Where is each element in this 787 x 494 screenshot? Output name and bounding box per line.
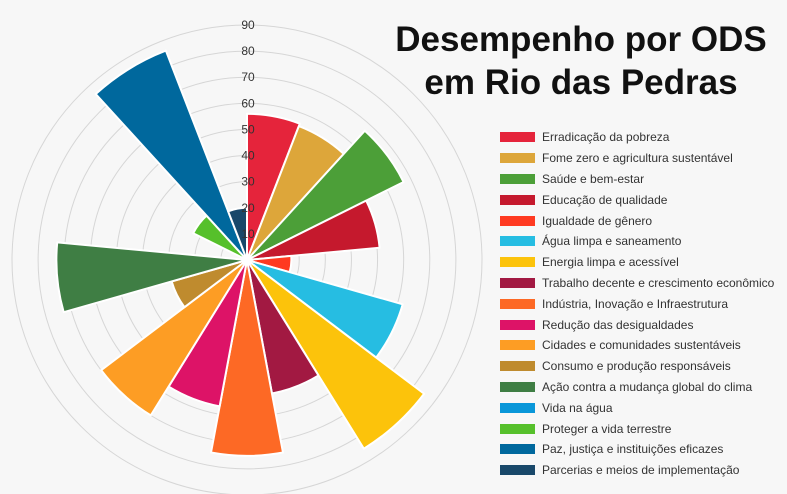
wedge-17[interactable] — [227, 206, 248, 261]
wedge-16[interactable] — [94, 49, 248, 261]
chart-title-line-1: Desempenho por ODS — [395, 20, 767, 59]
grid-ring-90 — [11, 24, 483, 494]
legend-swatch — [500, 215, 535, 226]
chart-title-line-2: em Rio das Pedras — [424, 63, 738, 102]
legend-item[interactable]: Parcerias e meios de implementação — [500, 460, 785, 481]
legend-item[interactable]: Redução das desigualdades — [500, 314, 785, 335]
legend-label: Fome zero e agricultura sustentável — [542, 151, 733, 166]
legend-item[interactable]: Vida na água — [500, 397, 785, 418]
legend-swatch — [500, 298, 535, 309]
legend-item[interactable]: Indústria, Inovação e Infraestrutura — [500, 293, 785, 314]
grid-ring-80 — [37, 50, 457, 470]
legend-swatch — [500, 319, 535, 330]
legend-item[interactable]: Cidades e comunidades sustentáveis — [500, 335, 785, 356]
legend-swatch — [500, 153, 535, 164]
legend-swatch — [500, 173, 535, 184]
legend-item[interactable]: Energia limpa e acessível — [500, 252, 785, 273]
legend-swatch — [500, 361, 535, 372]
legend-label: Educação de qualidade — [542, 192, 668, 207]
legend-item[interactable]: Saúde e bem-estar — [500, 169, 785, 190]
legend-label: Parcerias e meios de implementação — [542, 463, 740, 478]
legend-label: Consumo e produção responsáveis — [542, 359, 731, 374]
radial-tick-label: 10 — [241, 227, 255, 241]
radial-tick-label: 20 — [241, 201, 255, 215]
legend-item[interactable]: Igualdade de gênero — [500, 210, 785, 231]
wedge-11[interactable] — [100, 259, 248, 417]
legend-swatch — [500, 132, 535, 143]
legend-swatch — [500, 381, 535, 392]
wedge-7[interactable] — [246, 259, 426, 450]
legend-swatch — [500, 194, 535, 205]
radial-tick-label: 50 — [241, 122, 255, 136]
radial-tick-label: 80 — [241, 44, 255, 58]
legend-item[interactable]: Água limpa e saneamento — [500, 231, 785, 252]
legend-item[interactable]: Paz, justiça e instituições eficazes — [500, 439, 785, 460]
legend-swatch — [500, 444, 535, 455]
legend-label: Saúde e bem-estar — [542, 171, 645, 186]
legend-label: Trabalho decente e crescimento econômico — [542, 275, 775, 290]
legend-item[interactable]: Ação contra a mudança global do clima — [500, 377, 785, 398]
legend-swatch — [500, 465, 535, 476]
legend-label: Indústria, Inovação e Infraestrutura — [542, 296, 729, 311]
chart-legend: Erradicação da pobreza Fome zero e agricu… — [500, 127, 785, 481]
legend-label: Igualdade de gênero — [542, 213, 653, 228]
wedge-3[interactable] — [246, 129, 405, 261]
legend-item[interactable]: Educação de qualidade — [500, 189, 785, 210]
legend-label: Paz, justiça e instituições eficazes — [542, 442, 724, 457]
radial-tick-label: 40 — [241, 149, 255, 163]
radial-tick-label: 30 — [241, 175, 255, 189]
legend-label: Ação contra a mudança global do clima — [542, 379, 753, 394]
legend-swatch — [500, 402, 535, 413]
legend-item[interactable]: Fome zero e agricultura sustentável — [500, 148, 785, 169]
chart-title: Desempenho por ODS em Rio das Pedras — [385, 18, 777, 104]
wedge-4[interactable] — [246, 199, 381, 261]
legend-item[interactable]: Consumo e produção responsáveis — [500, 356, 785, 377]
radial-tick-label: 70 — [241, 70, 255, 84]
legend-swatch — [500, 277, 535, 288]
legend-swatch — [500, 423, 535, 434]
legend-swatch — [500, 340, 535, 351]
legend-label: Água limpa e saneamento — [542, 234, 682, 249]
legend-label: Erradicação da pobreza — [542, 130, 670, 145]
radial-tick-label: 90 — [241, 18, 255, 32]
legend-label: Proteger a vida terrestre — [542, 421, 672, 436]
legend-swatch — [500, 236, 535, 247]
wedge-13[interactable] — [55, 241, 248, 314]
legend-label: Cidades e comunidades sustentáveis — [542, 338, 741, 353]
wedge-9[interactable] — [210, 259, 284, 457]
legend-item[interactable]: Trabalho decente e crescimento econômico — [500, 273, 785, 294]
radial-tick-label: 60 — [241, 96, 255, 110]
legend-swatch — [500, 257, 535, 268]
legend-item[interactable]: Erradicação da pobreza — [500, 127, 785, 148]
legend-label: Vida na água — [542, 400, 613, 415]
legend-label: Energia limpa e acessível — [542, 255, 679, 270]
legend-item[interactable]: Proteger a vida terrestre — [500, 418, 785, 439]
legend-label: Redução das desigualdades — [542, 317, 694, 332]
